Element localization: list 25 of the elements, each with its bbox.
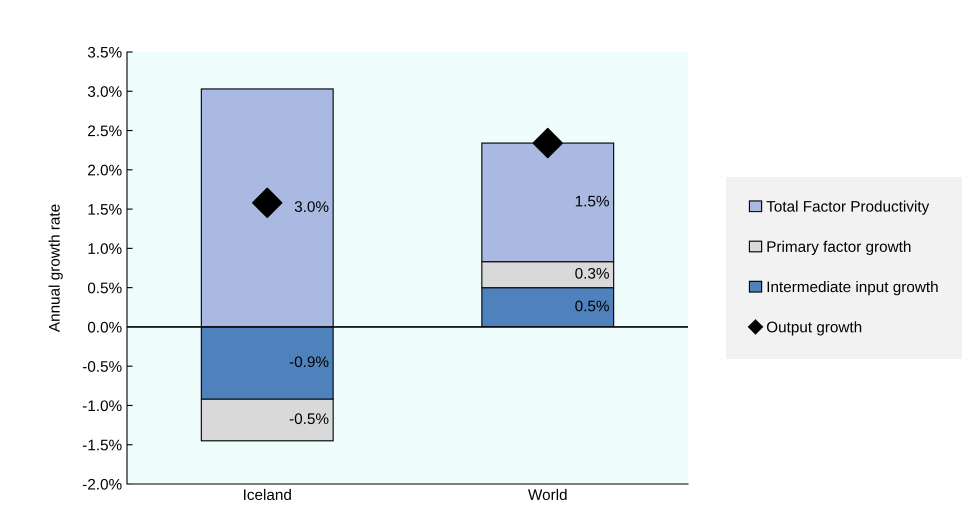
y-axis-title: Annual growth rate: [48, 204, 63, 332]
y-tick-label: 3.0%: [88, 86, 122, 97]
data-label: 3.0%: [294, 201, 328, 212]
y-tick-label: 1.5%: [88, 204, 122, 215]
data-label: -0.5%: [290, 413, 328, 424]
y-tick-label: 0.0%: [88, 322, 122, 333]
y-tick-label: 2.0%: [88, 164, 122, 176]
data-label: 0.3%: [575, 268, 609, 279]
data-label: 0.5%: [575, 300, 609, 312]
y-tick-label: -1.5%: [82, 440, 122, 450]
legend-label: Total Factor Productivity: [766, 200, 930, 215]
y-tick-label: -2.0%: [82, 478, 122, 490]
legend-label: Primary factor growth: [767, 240, 910, 256]
y-tick-label: -1.0%: [82, 400, 122, 412]
legend-label: Output growth: [766, 321, 862, 336]
y-tick-label: 0.5%: [88, 282, 122, 294]
y-tick-label: 2.5%: [88, 125, 122, 136]
y-tick-label: 3.5%: [88, 46, 122, 58]
legend-label: Intermediate input growth: [768, 280, 938, 296]
data-label: -0.9%: [290, 356, 328, 368]
data-label: 1.5%: [576, 196, 609, 207]
x-tick-label: World: [528, 488, 567, 500]
y-tick-label: 1.0%: [88, 243, 122, 254]
x-tick-label: Iceland: [244, 488, 291, 500]
y-tick-label: -0.5%: [82, 361, 122, 372]
